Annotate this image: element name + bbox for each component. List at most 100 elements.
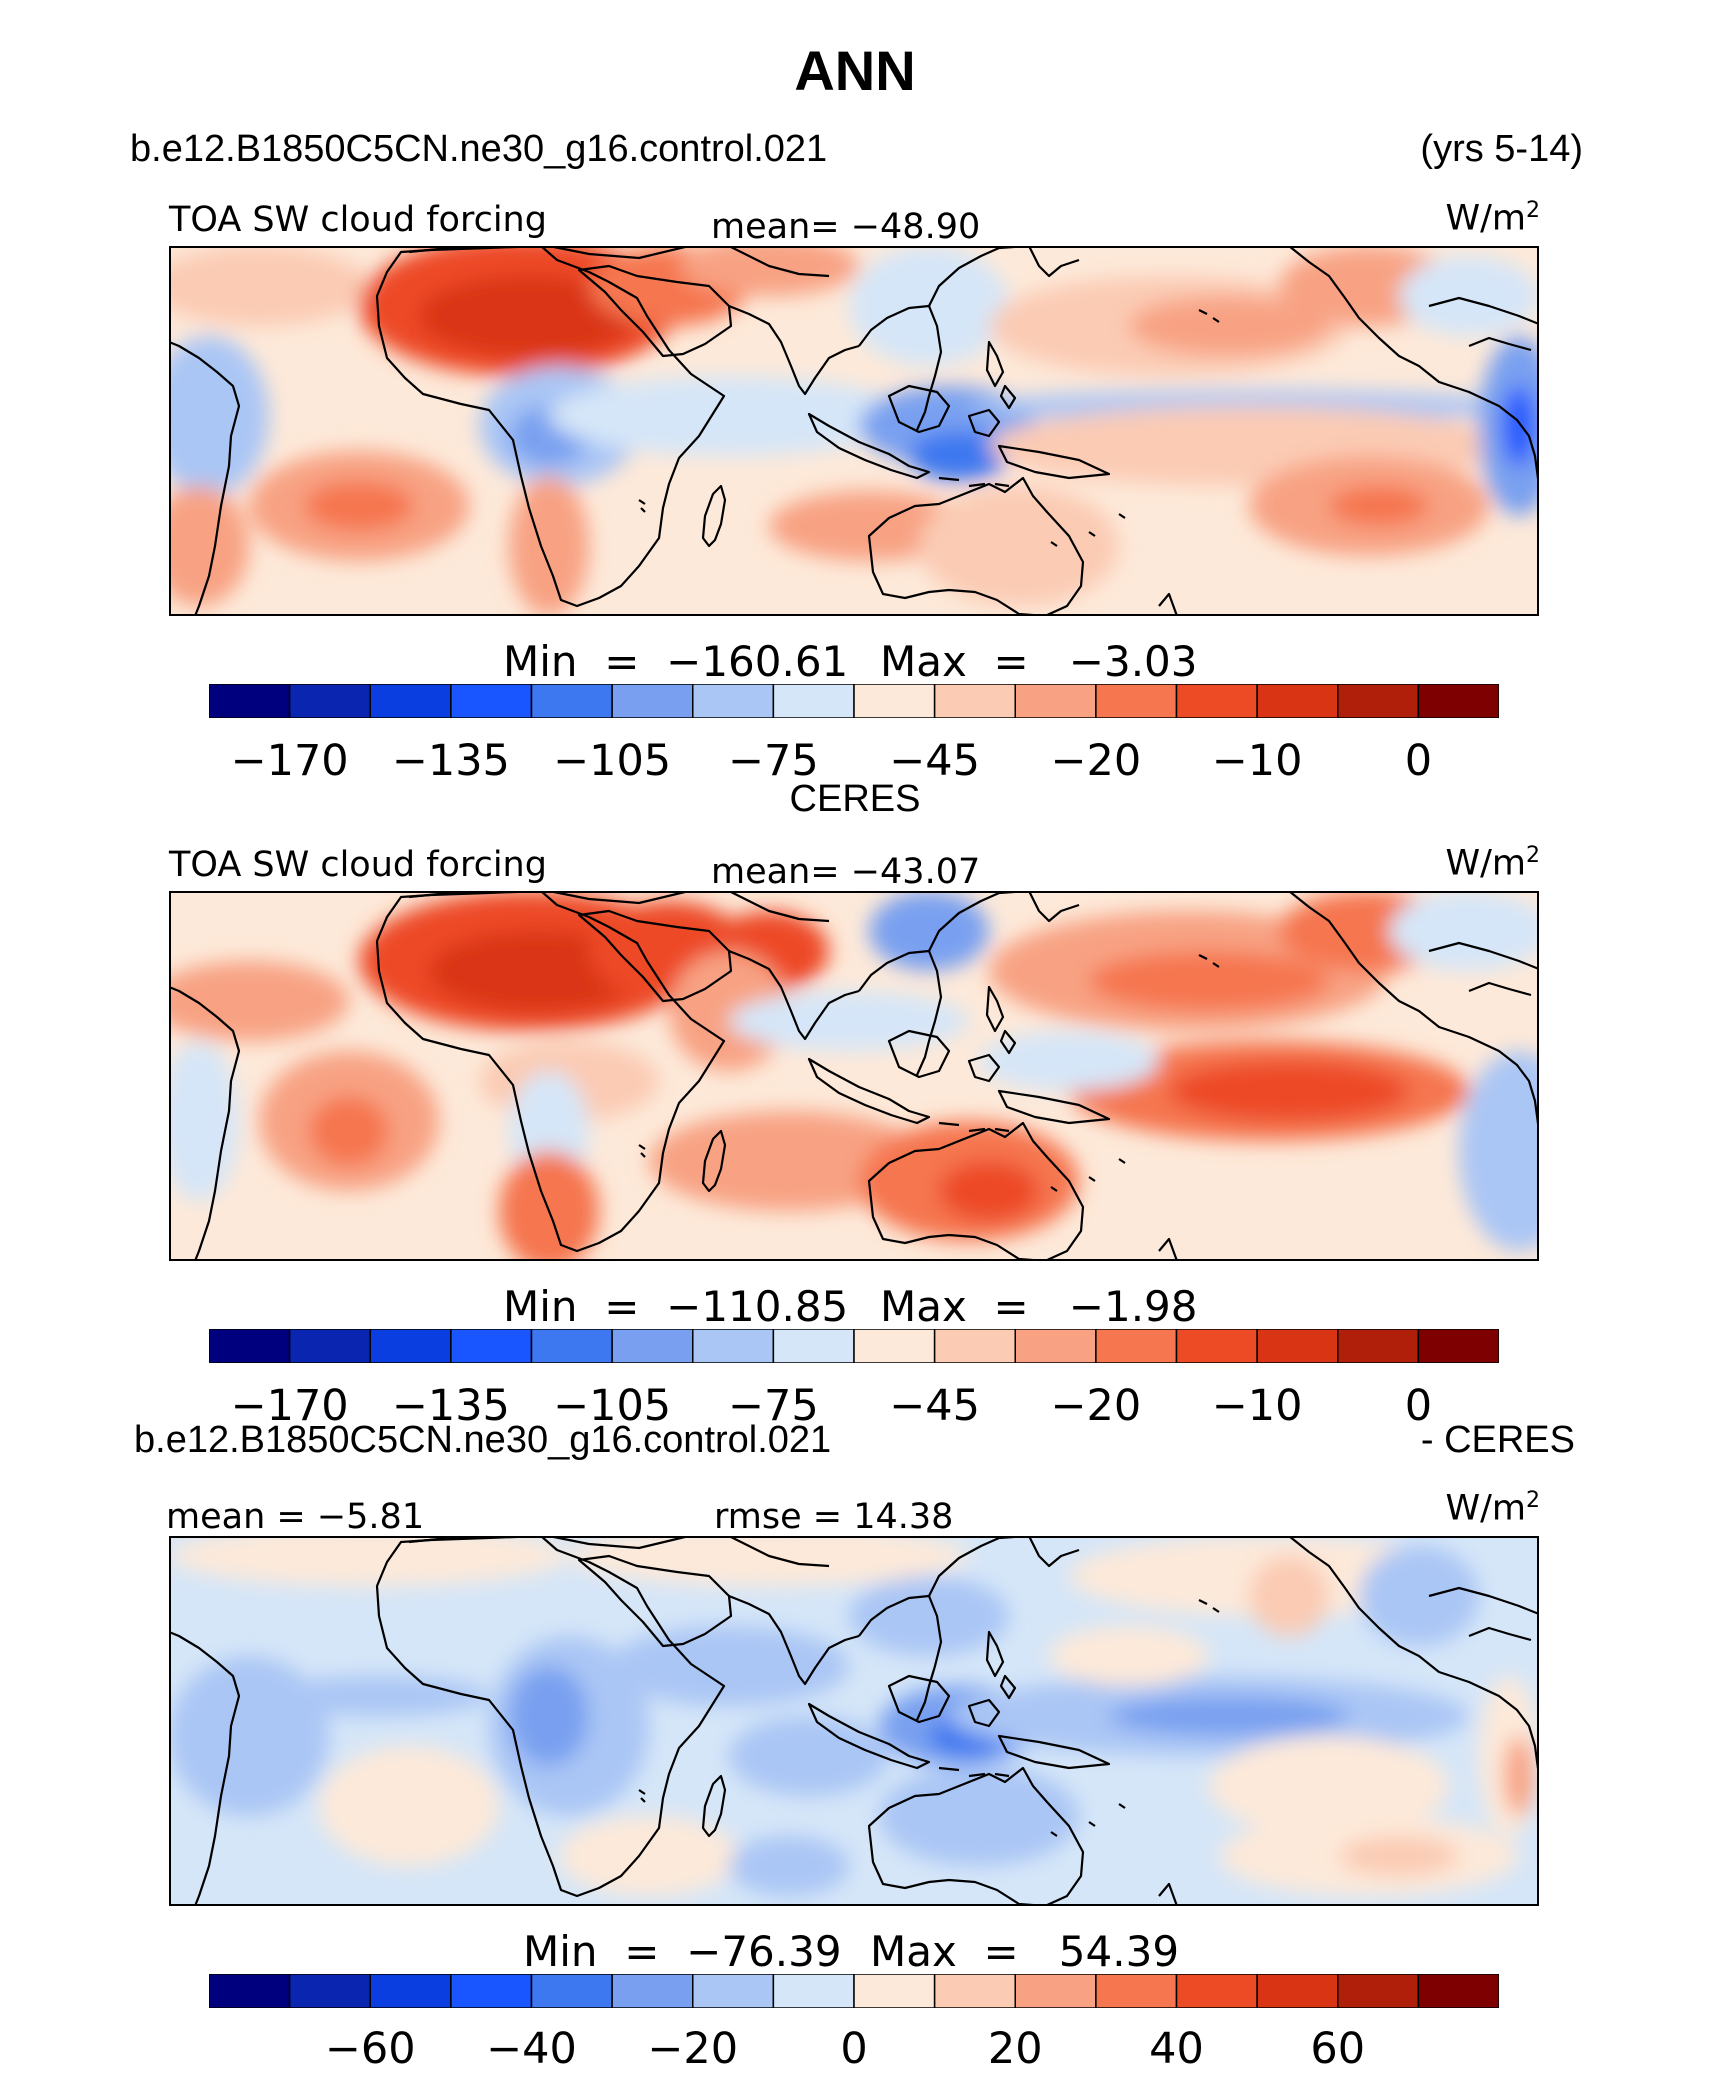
panel-model-frame	[169, 246, 1539, 616]
panel-diff-mean: mean = −5.81	[166, 1497, 425, 1537]
colorbar-tick-label: −20	[1050, 1381, 1142, 1431]
years-label: (yrs 5-14)	[1420, 128, 1583, 170]
colorbar-tick-label: −10	[1211, 1381, 1303, 1431]
panel-obs-map	[169, 891, 1539, 1261]
panel-diff-map	[169, 1536, 1539, 1906]
colorbar-tick-label: −75	[728, 1381, 819, 1431]
plot-title: ANN	[794, 39, 916, 102]
colorbar-tick-label: 0	[1404, 1381, 1433, 1431]
panel-diff-colorbar	[209, 1974, 1499, 2008]
panel-diff-case-name: b.e12.B1850C5CN.ne30_g16.control.021	[134, 1419, 832, 1461]
colorbar-box	[933, 1329, 1017, 1363]
colorbar-tick-label: −75	[728, 736, 819, 786]
panel-model-map	[169, 246, 1539, 616]
colorbar-tick-label: −45	[889, 736, 980, 786]
panel-diff-frame	[169, 1536, 1539, 1906]
colorbar-box	[611, 684, 694, 718]
colorbar-tick-label: 0	[840, 2024, 868, 2074]
panel-obs-variable: TOA SW cloud forcing	[169, 845, 547, 885]
colorbar-box	[692, 1974, 775, 2008]
panel-model-min: Min = −160.61	[503, 637, 849, 686]
panel-obs-title: CERES	[789, 778, 921, 820]
panel-diff-min: Min = −76.39	[523, 1927, 842, 1976]
colorbar-box	[450, 1329, 533, 1363]
colorbar-tick-label: 60	[1310, 2024, 1366, 2074]
colorbar-box	[1417, 1329, 1499, 1363]
colorbar-tick-label: 40	[1149, 2024, 1204, 2074]
colorbar-box	[1175, 1974, 1258, 2008]
colorbar-box	[1175, 1329, 1258, 1363]
colorbar-box	[450, 1974, 533, 2008]
colorbar-box	[288, 1329, 372, 1363]
colorbar-box	[209, 1974, 291, 2008]
colorbar-tick-label: −45	[889, 1381, 980, 1431]
colorbar-box	[1337, 684, 1420, 718]
colorbar-box	[853, 1974, 936, 2008]
colorbar-box	[1014, 1974, 1097, 2008]
colorbar-box	[772, 684, 855, 718]
colorbar-box	[1337, 1329, 1420, 1363]
colorbar-tick-label: 0	[1404, 736, 1433, 786]
panel-diff-units: W/m2	[1445, 1488, 1541, 1529]
colorbar-box	[1095, 684, 1178, 718]
panel-model-mean: mean= −48.90	[711, 207, 981, 247]
colorbar-box	[772, 1329, 855, 1363]
colorbar-tick-label: −40	[486, 2024, 577, 2074]
panel-obs-min: Min = −110.85	[503, 1282, 849, 1331]
panel-model-variable: TOA SW cloud forcing	[169, 200, 547, 240]
colorbar-box	[530, 1974, 613, 2008]
panel-diff-rmse: rmse = 14.38	[714, 1497, 954, 1537]
colorbar-box	[1337, 1974, 1420, 2008]
colorbar-box	[611, 1974, 694, 2008]
colorbar-tick-label: −135	[391, 736, 510, 786]
colorbar-tick-label: −105	[553, 1381, 672, 1431]
colorbar-box	[288, 1974, 372, 2008]
colorbar-box	[933, 684, 1017, 718]
panel-model-max: Max = −3.03	[880, 637, 1198, 686]
colorbar-box	[1417, 684, 1499, 718]
colorbar-box	[853, 684, 936, 718]
colorbar-tick-label: −20	[1050, 736, 1142, 786]
panel-obs-frame	[169, 891, 1539, 1261]
colorbar-box	[369, 1974, 452, 2008]
colorbar-box	[772, 1974, 855, 2008]
colorbar-box	[1095, 1329, 1178, 1363]
colorbar-box	[1256, 684, 1339, 718]
colorbar-box	[1014, 1329, 1097, 1363]
panel-obs-units: W/m2	[1445, 843, 1541, 884]
colorbar-box	[933, 1974, 1017, 2008]
colorbar-box	[853, 1329, 936, 1363]
colorbar-box	[1095, 1974, 1178, 2008]
colorbar-box	[1256, 1974, 1339, 2008]
colorbar-box	[530, 684, 613, 718]
colorbar-box	[530, 1329, 613, 1363]
colorbar-tick-label: −135	[391, 1381, 510, 1431]
colorbar-box	[209, 1329, 291, 1363]
colorbar-tick-label: −105	[553, 736, 672, 786]
panel-obs-mean: mean= −43.07	[711, 852, 981, 892]
panel-model-colorbar	[209, 684, 1499, 718]
colorbar-box	[1014, 684, 1097, 718]
colorbar-tick-label: −20	[647, 2024, 739, 2074]
colorbar-box	[692, 684, 775, 718]
colorbar-box	[288, 684, 372, 718]
colorbar-box	[369, 684, 452, 718]
panel-diff-max: Max = 54.39	[870, 1927, 1180, 1976]
colorbar-tick-label: −170	[230, 736, 349, 786]
colorbar-tick-label: −10	[1211, 736, 1303, 786]
panel-obs-colorbar	[209, 1329, 1499, 1363]
colorbar-tick-label: −170	[230, 1381, 349, 1431]
panel-model-units: W/m2	[1445, 198, 1541, 239]
colorbar-tick-label: −60	[324, 2024, 416, 2074]
colorbar-tick-label: 20	[987, 2024, 1043, 2074]
panel-diff-suffix: - CERES	[1420, 1419, 1575, 1461]
colorbar-box	[1175, 684, 1258, 718]
colorbar-box	[1417, 1974, 1499, 2008]
colorbar-box	[692, 1329, 775, 1363]
colorbar-box	[450, 684, 533, 718]
colorbar-box	[369, 1329, 452, 1363]
colorbar-box	[1256, 1329, 1339, 1363]
colorbar-box	[611, 1329, 694, 1363]
panel-obs-max: Max = −1.98	[880, 1282, 1198, 1331]
case-name: b.e12.B1850C5CN.ne30_g16.control.021	[130, 128, 828, 170]
